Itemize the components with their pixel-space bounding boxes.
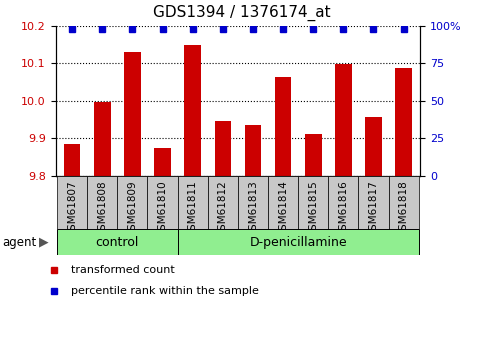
Bar xyxy=(388,176,419,229)
Bar xyxy=(305,134,322,176)
Bar xyxy=(298,176,328,229)
Text: GSM61817: GSM61817 xyxy=(369,180,379,237)
Bar xyxy=(124,52,141,176)
Text: GSM61811: GSM61811 xyxy=(188,180,198,237)
Bar xyxy=(365,117,382,176)
Text: ▶: ▶ xyxy=(39,236,48,249)
Bar xyxy=(64,144,80,176)
Bar xyxy=(328,176,358,229)
Bar xyxy=(147,176,178,229)
Text: GSM61810: GSM61810 xyxy=(157,180,168,237)
Bar xyxy=(154,148,171,176)
Bar xyxy=(245,125,261,176)
Text: GSM61815: GSM61815 xyxy=(308,180,318,237)
Text: GSM61808: GSM61808 xyxy=(97,180,107,237)
Text: percentile rank within the sample: percentile rank within the sample xyxy=(71,286,259,296)
Bar xyxy=(87,176,117,229)
Bar xyxy=(275,77,291,176)
Text: GSM61813: GSM61813 xyxy=(248,180,258,237)
Text: control: control xyxy=(96,236,139,249)
Bar xyxy=(94,102,111,176)
Bar xyxy=(178,176,208,229)
Text: GDS1394 / 1376174_at: GDS1394 / 1376174_at xyxy=(153,5,330,21)
Bar xyxy=(208,176,238,229)
Text: GSM61812: GSM61812 xyxy=(218,180,228,237)
Text: D-penicillamine: D-penicillamine xyxy=(249,236,347,249)
Bar xyxy=(358,176,388,229)
Bar xyxy=(214,121,231,176)
Bar xyxy=(396,68,412,176)
Bar xyxy=(238,176,268,229)
Text: agent: agent xyxy=(2,236,37,249)
Bar xyxy=(117,176,147,229)
Text: GSM61818: GSM61818 xyxy=(398,180,409,237)
Text: GSM61807: GSM61807 xyxy=(67,180,77,237)
Bar xyxy=(185,46,201,176)
Bar xyxy=(57,176,87,229)
Text: transformed count: transformed count xyxy=(71,265,174,275)
Bar xyxy=(268,176,298,229)
Text: GSM61814: GSM61814 xyxy=(278,180,288,237)
Text: GSM61809: GSM61809 xyxy=(128,180,137,237)
Text: GSM61816: GSM61816 xyxy=(339,180,348,237)
Bar xyxy=(57,229,178,255)
Bar xyxy=(178,229,419,255)
Bar xyxy=(335,64,352,176)
